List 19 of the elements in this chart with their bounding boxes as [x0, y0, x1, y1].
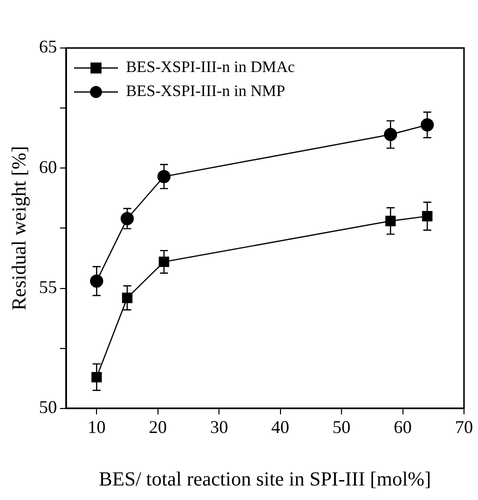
- point: [384, 128, 398, 142]
- y-axis-title: Residual weight [%]: [8, 146, 30, 310]
- y-tick-label: 50: [39, 397, 57, 418]
- x-tick-label: 20: [148, 416, 167, 437]
- x-tick-label: 70: [455, 416, 473, 437]
- y-tick-label: 55: [39, 277, 57, 297]
- point: [91, 372, 102, 382]
- x-axis-title: BES/ total reaction site in SPI-III [mol%]: [98, 468, 432, 490]
- x-tick-label: 60: [394, 416, 412, 437]
- x-tick-label: 40: [271, 416, 290, 437]
- y-tick-label: 60: [39, 156, 57, 177]
- x-tick-label: 50: [332, 416, 351, 437]
- x-tick-label: 10: [88, 416, 106, 437]
- legend-label: BES-XSPI-III-n in DMAc: [126, 59, 295, 76]
- point: [157, 170, 171, 184]
- x-tick-label: 30: [210, 416, 228, 437]
- y-tick-label: 65: [39, 36, 57, 57]
- point: [90, 274, 104, 288]
- legend-label: BES-XSPI-III-n in NMP: [126, 83, 286, 100]
